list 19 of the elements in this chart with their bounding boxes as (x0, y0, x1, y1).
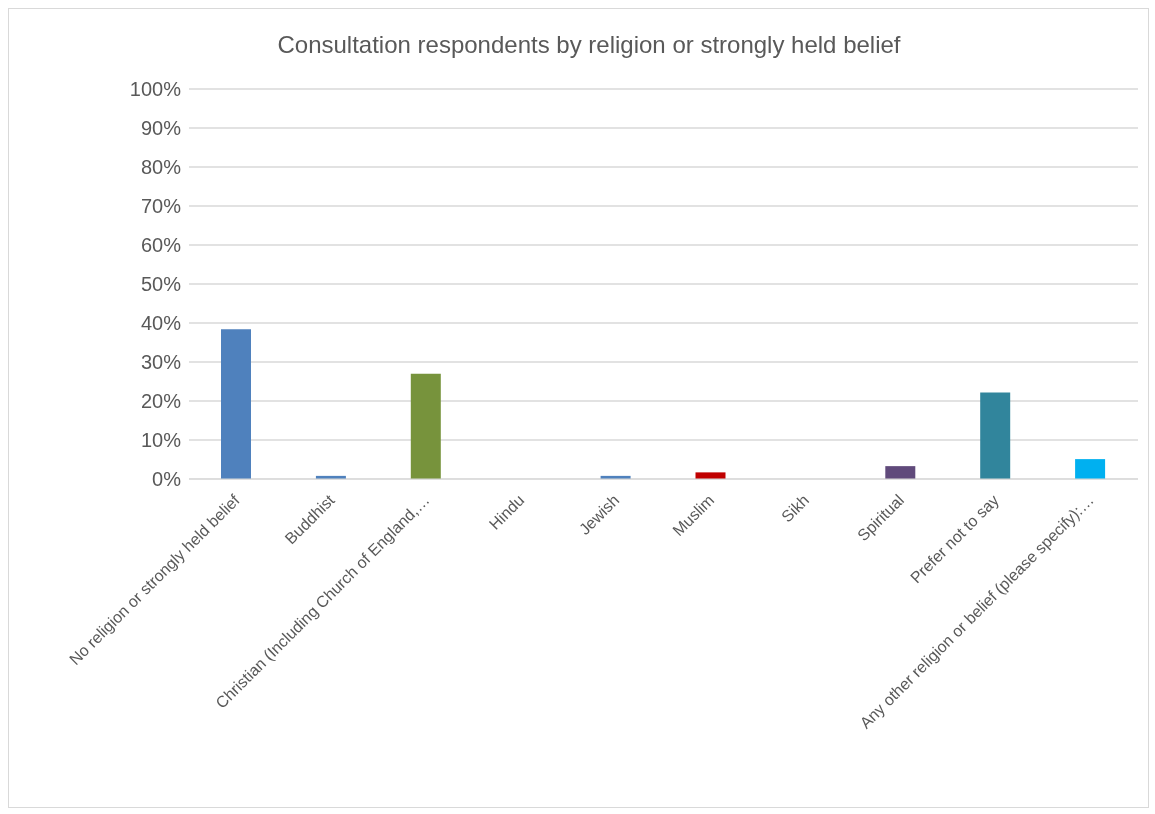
y-tick-label: 100% (129, 78, 182, 101)
y-tick-label: 30% (140, 351, 182, 374)
y-tick-label: 20% (140, 390, 182, 413)
bar (885, 466, 916, 479)
bar (410, 373, 441, 479)
bar (695, 472, 726, 479)
bar (1075, 459, 1106, 479)
y-tick-label: 60% (140, 234, 182, 257)
x-tick-label: Sikh (778, 491, 813, 526)
y-tick-label: 10% (140, 429, 182, 452)
chart-title: Consultation respondents by religion or strongly held belief (276, 31, 902, 59)
y-tick-label: 80% (140, 156, 182, 179)
y-tick-label: 70% (140, 195, 182, 218)
y-tick-label: 90% (140, 117, 182, 140)
bar (221, 329, 251, 479)
y-tick-label: 40% (140, 312, 182, 335)
y-tick-label: 0% (152, 468, 182, 491)
bar (980, 392, 1011, 479)
y-tick-label: 50% (140, 273, 182, 296)
